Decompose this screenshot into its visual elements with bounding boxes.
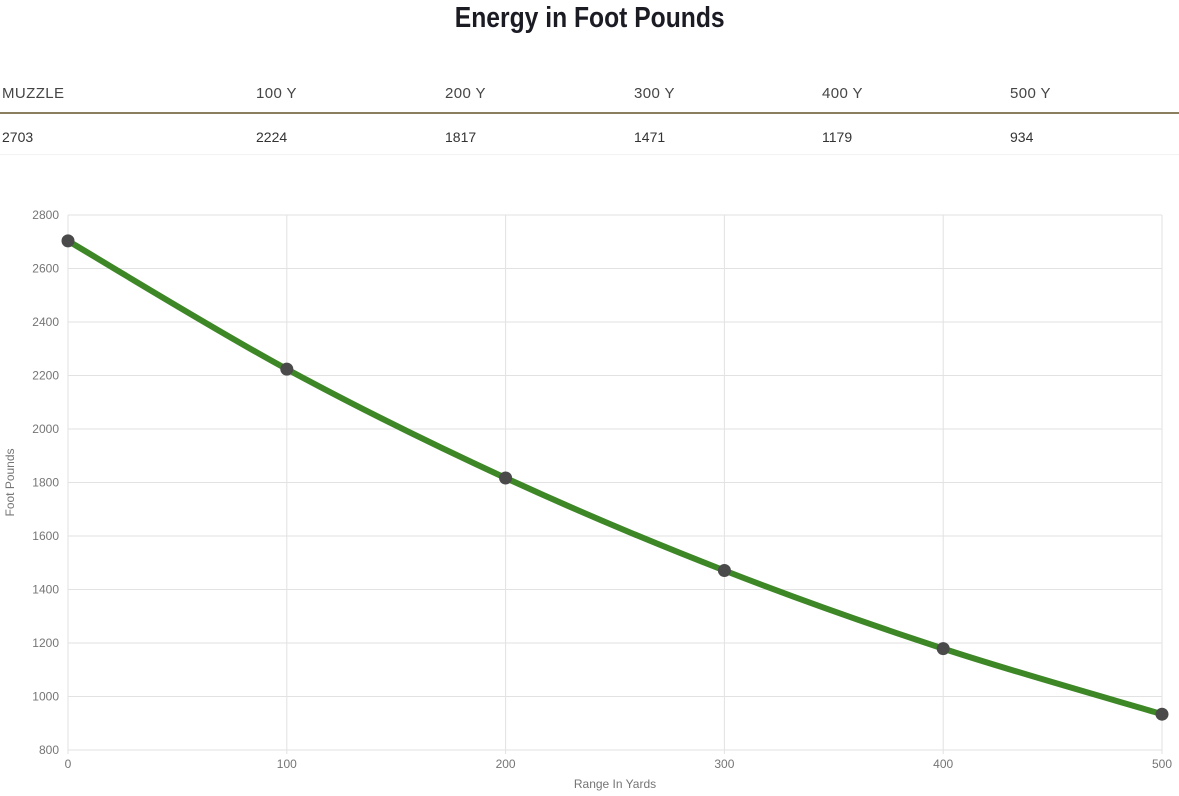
x-tick-label: 400 [933, 757, 953, 771]
energy-chart-container: 800 1000 1200 1400 1600 1800 2000 2200 2400 2600 2… [0, 197, 1179, 796]
y-tick-label: 2400 [32, 315, 59, 329]
table-header-row: MUZZLE 100 Y 200 Y 300 Y 400 Y 500 Y [0, 81, 1179, 114]
column-header-muzzle: MUZZLE [0, 81, 254, 114]
y-tick-label: 2000 [32, 422, 59, 436]
energy-value-300y: 1471 [632, 113, 820, 155]
energy-value-200y: 1817 [443, 113, 632, 155]
column-header-500y: 500 Y [1008, 81, 1179, 114]
energy-value-muzzle: 2703 [0, 113, 254, 155]
y-tick-label: 800 [39, 743, 59, 757]
y-tick-label: 1200 [32, 636, 59, 650]
data-point[interactable] [1155, 707, 1169, 721]
column-header-400y: 400 Y [820, 81, 1008, 114]
table-row: 2703 2224 1817 1471 1179 934 [0, 113, 1179, 155]
column-header-300y: 300 Y [632, 81, 820, 114]
x-tick-label: 0 [65, 757, 72, 771]
x-tick-label: 100 [277, 757, 297, 771]
x-tick-label: 200 [496, 757, 516, 771]
data-point[interactable] [280, 362, 294, 376]
data-point[interactable] [61, 234, 75, 248]
y-tick-label: 1800 [32, 476, 59, 490]
y-tick-label: 2600 [32, 262, 59, 276]
data-point[interactable] [717, 564, 731, 577]
y-tick-label: 1600 [32, 529, 59, 543]
energy-table: MUZZLE 100 Y 200 Y 300 Y 400 Y 500 Y 270… [0, 81, 1179, 155]
energy-value-100y: 2224 [254, 113, 443, 155]
y-tick-label: 1000 [32, 690, 59, 704]
y-tick-label: 1400 [32, 583, 59, 597]
x-tick-label: 500 [1152, 757, 1172, 771]
energy-value-400y: 1179 [820, 113, 1008, 155]
x-axis-title: Range In Yards [574, 777, 656, 791]
energy-chart: 8001000120014001600180020002200240026002… [3, 208, 1172, 791]
page-title-text: Energy in Foot Pounds [454, 2, 725, 34]
x-tick-label: 300 [714, 757, 734, 771]
y-tick-label: 2800 [32, 208, 59, 222]
energy-value-500y: 934 [1008, 113, 1179, 155]
data-point[interactable] [936, 642, 950, 656]
column-header-200y: 200 Y [443, 81, 632, 114]
data-point[interactable] [499, 471, 513, 485]
column-header-100y: 100 Y [254, 81, 443, 114]
y-axis-title: Foot Pounds [3, 448, 17, 516]
y-tick-label: 2200 [32, 369, 59, 383]
page-title: Energy in Foot Pounds [0, 2, 1179, 35]
series-line [65, 237, 1165, 718]
